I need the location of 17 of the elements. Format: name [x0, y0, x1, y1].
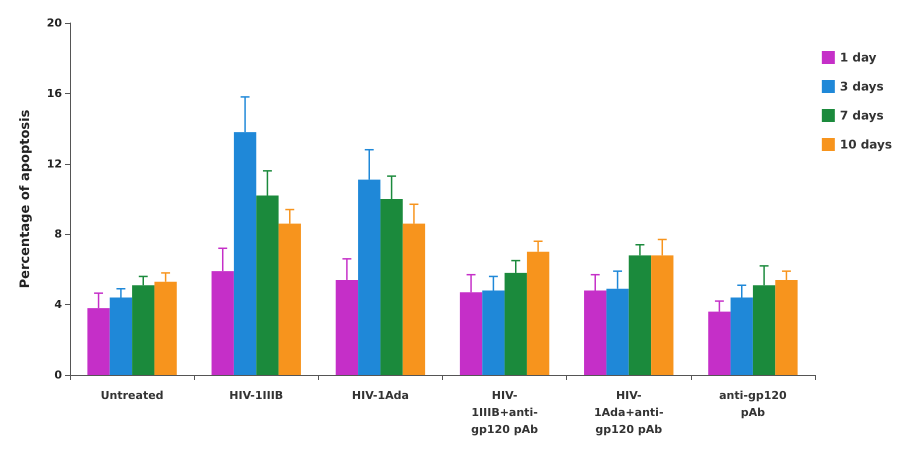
legend-label: 7 days [840, 108, 884, 122]
x-tick-label: HIV- 1Ada+anti- gp120 pAb [594, 389, 664, 436]
y-axis-title: Percentage of apoptosis [18, 109, 33, 288]
legend-label: 1 day [840, 50, 877, 64]
x-tick-label: HIV-1Ada [352, 389, 409, 402]
y-tick-label: 8 [54, 228, 62, 241]
y-tick-label: 0 [54, 368, 62, 382]
y-tick-label: 20 [46, 16, 62, 30]
x-tick-label: HIV- 1IIIB+anti- gp120 pAb [471, 389, 538, 436]
legend-label: 3 days [840, 80, 884, 94]
x-tick-label: anti-gp120 pAb [719, 389, 788, 419]
legend-label: 10 days [840, 138, 892, 152]
x-tick-label: HIV-1IIIB [229, 389, 284, 402]
y-tick-label: 16 [46, 86, 62, 100]
x-tick-label: Untreated [100, 389, 164, 402]
y-tick-label: 12 [46, 157, 62, 170]
y-tick-label: 4 [54, 298, 62, 312]
